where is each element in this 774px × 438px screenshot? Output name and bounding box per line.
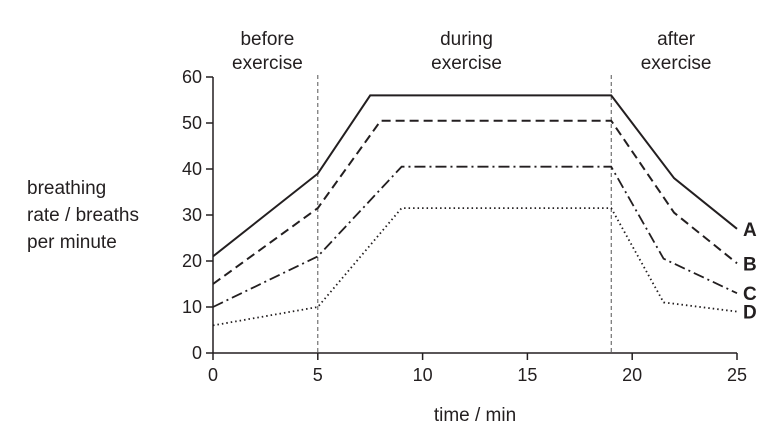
x-tick-label: 15 [517,365,537,385]
y-tick-label: 10 [182,297,202,317]
y-tick-label: 50 [182,113,202,133]
y-axis-ticks: 0 10 20 30 40 50 60 [182,67,213,363]
series-a-line [212,94,738,258]
y-tick-label: 0 [192,343,202,363]
series-c-line [212,165,738,308]
series-c-label: C [743,284,757,305]
phase-dividers [317,75,612,353]
x-tick-label: 10 [413,365,433,385]
y-tick-label: 30 [182,205,202,225]
x-axis-ticks: 0 5 10 15 20 25 [208,353,747,385]
y-tick-label: 40 [182,159,202,179]
y-tick-label: 60 [182,67,202,87]
y-axis-title: breathing rate / breaths per minute [27,178,139,253]
x-tick-label: 5 [313,365,323,385]
x-tick-label: 25 [727,365,747,385]
y-tick-label: 20 [182,251,202,271]
phase-label-during: during exercise [431,29,502,74]
x-tick-label: 0 [208,365,218,385]
phase-labels: before exercise during exercise after exercis… [232,29,711,74]
x-axis-title: time / min [434,405,516,426]
x-tick-label: 20 [622,365,642,385]
phase-label-after: after exercise [641,29,712,74]
series-d-label: D [743,303,757,324]
series-b-line [212,119,738,285]
series-d-line [212,207,738,327]
phase-label-before: before exercise [232,29,303,74]
series-lines [212,94,738,327]
y-axis-title-text: breathing rate / breaths per minute [27,178,139,253]
axes [212,77,737,354]
series-b-label: B [743,254,757,275]
series-a-label: A [743,220,757,241]
